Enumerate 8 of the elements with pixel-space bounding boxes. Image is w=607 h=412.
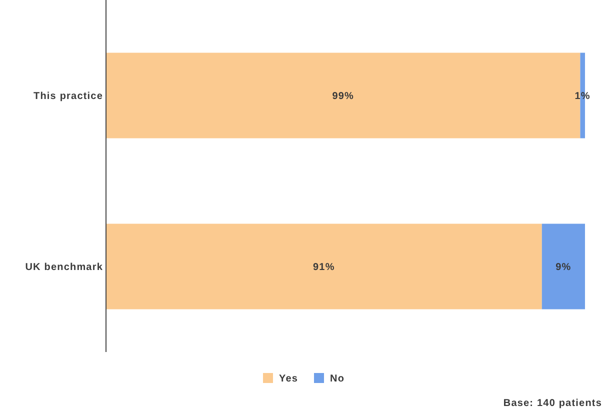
- y-tick-label: UK benchmark: [25, 262, 103, 273]
- y-tick-label: This practice: [34, 91, 103, 102]
- legend-label: Yes: [279, 374, 298, 384]
- legend-label: No: [330, 374, 345, 384]
- data-label: 99%: [332, 91, 354, 102]
- data-label: 91%: [313, 262, 335, 273]
- data-label: 9%: [556, 262, 572, 273]
- text: Base: 140 patients: [503, 398, 602, 409]
